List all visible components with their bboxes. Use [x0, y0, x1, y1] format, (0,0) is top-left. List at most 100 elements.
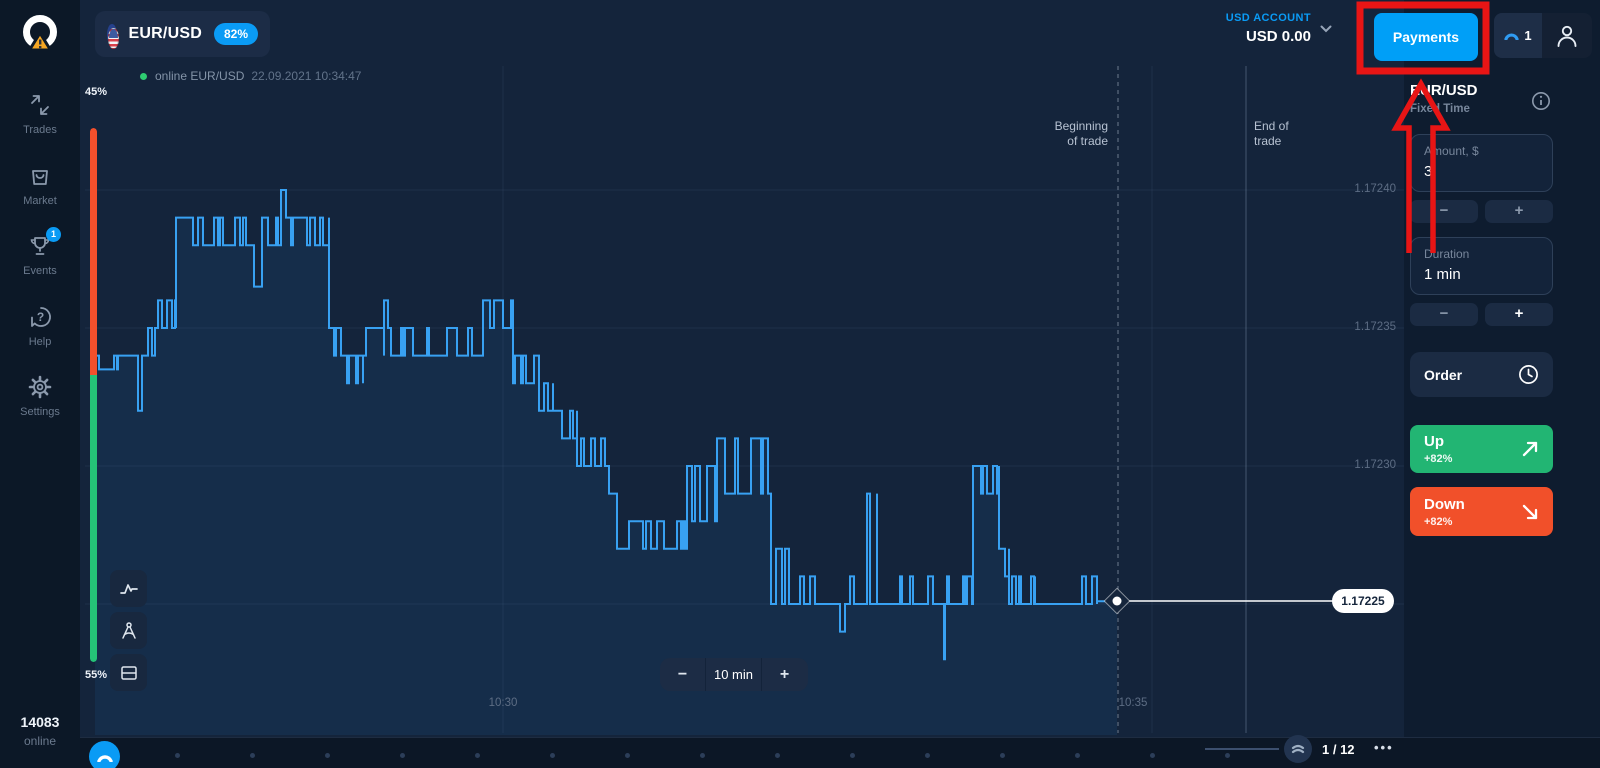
- help-icon: ?: [27, 304, 53, 330]
- timeline-dot: [1000, 753, 1005, 758]
- market-icon: [27, 163, 53, 189]
- split-layout-icon: [120, 665, 137, 680]
- price-chart[interactable]: [80, 60, 1404, 738]
- notification-profile-group: 1: [1494, 13, 1592, 58]
- duration-field[interactable]: Duration 1 min: [1410, 237, 1553, 295]
- sidebar-item-market[interactable]: Market: [0, 163, 80, 207]
- sidebar-item-help[interactable]: ? Help: [0, 304, 80, 348]
- online-counter: 14083 online: [0, 714, 80, 748]
- account-type-label: USD ACCOUNT: [1225, 12, 1311, 24]
- online-word: online: [23, 734, 57, 748]
- notification-arc-icon: [1504, 33, 1519, 40]
- up-button[interactable]: Up +82%: [1410, 425, 1553, 473]
- panel-mode-label: Fixed Time: [1410, 103, 1470, 115]
- down-button[interactable]: Down +82%: [1410, 487, 1553, 536]
- notification-count: 1: [1524, 28, 1532, 43]
- chart-type-button[interactable]: [110, 570, 147, 607]
- us-flag-icon: [107, 27, 119, 49]
- sidebar-item-events[interactable]: 1 Events: [0, 227, 80, 277]
- beginning-of-trade-label: Beginning of trade: [1054, 119, 1108, 148]
- line-chart-icon: [119, 583, 138, 594]
- sidebar-item-settings[interactable]: Settings: [0, 374, 80, 418]
- timeline-dot: [850, 753, 855, 758]
- amount-decrease-button[interactable]: −: [1410, 200, 1478, 223]
- page-indicator: 1 / 12: [1322, 742, 1355, 757]
- duration-decrease-button[interactable]: −: [1410, 303, 1478, 326]
- promo-bubble[interactable]: [89, 741, 120, 768]
- arc-icon: [96, 754, 113, 762]
- amount-field[interactable]: Amount, $ 3: [1410, 134, 1553, 192]
- price-axis-tick: 1.17240: [1354, 183, 1396, 195]
- order-button[interactable]: Order: [1410, 352, 1553, 397]
- timeframe-value: 10 min: [713, 667, 754, 682]
- payout-badge: 82%: [213, 23, 258, 45]
- price-axis-tick: 1.17235: [1354, 321, 1396, 333]
- timeline-strip[interactable]: [80, 737, 1600, 768]
- sidebar-item-trades[interactable]: Trades: [0, 92, 80, 136]
- notifications-button[interactable]: 1: [1494, 13, 1542, 58]
- sidebar-item-label: Market: [23, 195, 57, 207]
- trades-icon: [27, 92, 53, 118]
- price-line: [95, 189, 1117, 661]
- settings-gear-icon: [27, 374, 53, 400]
- account-selector[interactable]: USD ACCOUNT USD 0.00: [1226, 12, 1332, 45]
- price-axis-tick: 1.17230: [1354, 459, 1396, 471]
- online-dot-icon: [140, 72, 147, 80]
- timeline-dot: [400, 753, 405, 758]
- duration-increase-button[interactable]: +: [1485, 303, 1553, 326]
- payments-button[interactable]: Payments: [1374, 13, 1478, 61]
- events-icon: 1: [27, 227, 61, 259]
- clock-icon: [1519, 365, 1538, 384]
- amount-label: Amount, $: [1424, 144, 1479, 158]
- sentiment-up-percent: 45%: [85, 86, 108, 98]
- layout-button[interactable]: [110, 654, 147, 691]
- arrow-down-right-icon: [1522, 504, 1538, 519]
- timeline-dot: [700, 753, 705, 758]
- sentiment-bar-buy: [90, 375, 97, 662]
- person-icon: [1557, 25, 1577, 47]
- timeline-dot: [175, 753, 180, 758]
- more-pages-button[interactable]: •••: [1374, 740, 1394, 755]
- up-label: Up: [1424, 433, 1444, 450]
- profile-button[interactable]: [1542, 13, 1592, 58]
- time-axis-tick: 10:30: [488, 697, 518, 709]
- sidebar-item-label: Settings: [20, 406, 60, 418]
- timeline-dot: [775, 753, 780, 758]
- price-area-fill: [95, 190, 1117, 735]
- panel-pair-title: EUR/USD: [1410, 82, 1478, 99]
- zoom-out-button[interactable]: −: [660, 658, 706, 691]
- asset-selector[interactable]: EUR/USD 82%: [95, 11, 270, 57]
- online-count: 14083: [20, 714, 60, 730]
- svg-text:?: ?: [37, 310, 44, 324]
- duration-value: 1 min: [1424, 266, 1461, 283]
- stacked-chevrons-icon: [1291, 744, 1305, 754]
- sentiment-down-percent: 55%: [85, 669, 108, 681]
- sidebar-item-label: Trades: [23, 124, 57, 136]
- down-payout: +82%: [1424, 515, 1453, 528]
- indicators-button[interactable]: [110, 612, 147, 649]
- timeline-dot: [925, 753, 930, 758]
- timeline-position-button[interactable]: [1284, 735, 1312, 763]
- account-info: USD ACCOUNT USD 0.00: [1226, 12, 1311, 45]
- status-datetime: 22.09.2021 10:34:47: [251, 69, 362, 83]
- amount-increase-button[interactable]: +: [1485, 200, 1553, 223]
- compass-icon: [121, 621, 136, 639]
- horizontal-gridlines: [85, 189, 1404, 605]
- current-price-dot: [1112, 596, 1122, 606]
- sentiment-bar-sell: [90, 128, 97, 375]
- sidebar-item-label: Help: [28, 336, 52, 348]
- down-label: Down: [1424, 495, 1465, 513]
- timeline-dot: [475, 753, 480, 758]
- zoom-in-button[interactable]: +: [761, 658, 807, 691]
- current-price-pill: 1.17225: [1332, 589, 1394, 613]
- status-text: online EUR/USD: [155, 69, 245, 83]
- timeline-dot: [1225, 753, 1230, 758]
- end-of-trade-label: End of trade: [1254, 119, 1289, 148]
- asset-status: online EUR/USD 22.09.2021 10:34:47: [140, 69, 361, 83]
- timeline-dot: [1150, 753, 1155, 758]
- events-badge: 1: [46, 227, 61, 242]
- info-icon[interactable]: [1531, 91, 1551, 116]
- timeline-dot: [625, 753, 630, 758]
- order-label: Order: [1424, 366, 1463, 383]
